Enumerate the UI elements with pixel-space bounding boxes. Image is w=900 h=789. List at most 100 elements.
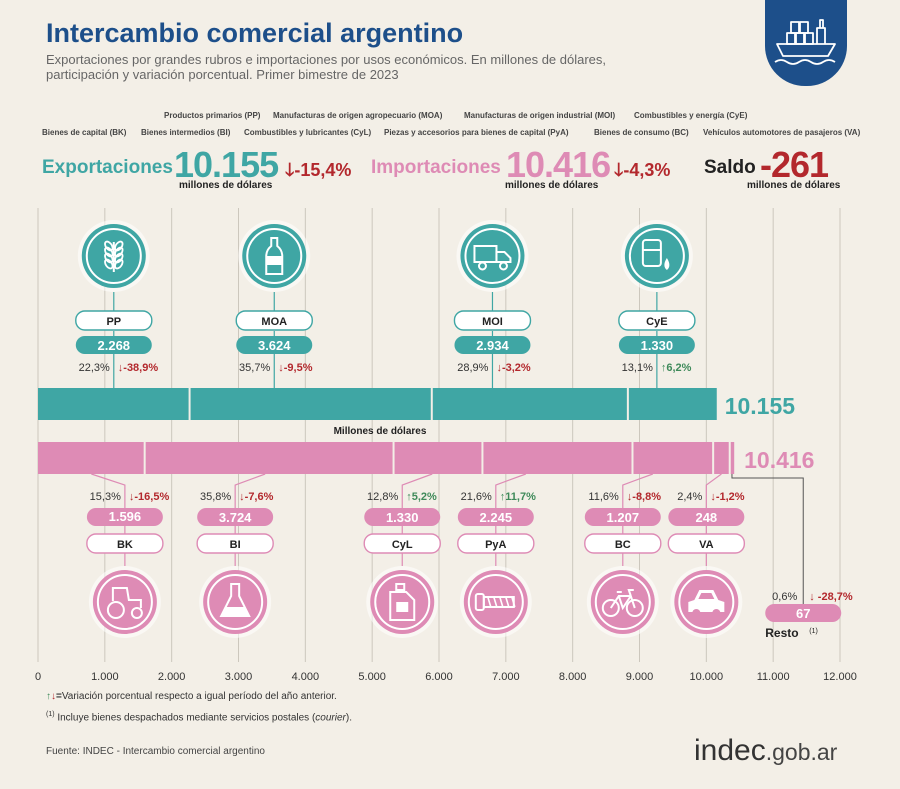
imports-unit: millones de dólares <box>505 180 599 191</box>
export-category-moi: MOI <box>482 316 503 328</box>
icon-circle <box>624 224 689 288</box>
x-tick-label: 8.000 <box>559 671 587 683</box>
legend-moi: Manufacturas de origen industrial (MOI) <box>464 111 616 120</box>
arrow-down-icon: 🡓 <box>614 160 624 180</box>
import-variation: ↑5,2% <box>406 491 437 503</box>
indec-logo: indec.gob.ar <box>694 734 838 767</box>
category-tag <box>363 533 441 554</box>
legend-pp: Productos primarios (PP) <box>164 111 261 120</box>
x-tick-label: 0 <box>35 671 41 683</box>
connector <box>91 473 126 508</box>
balance-unit: millones de dólares <box>747 180 841 191</box>
ship-badge <box>765 0 847 86</box>
axis-label: Millones de dólares <box>334 426 427 437</box>
screw-icon <box>474 593 516 611</box>
x-tick-label: 3.000 <box>225 671 253 683</box>
export-category-pp: PP <box>106 316 121 328</box>
category-tag <box>618 310 696 331</box>
icon-circle <box>92 570 157 634</box>
import-variation: ↓-8,8% <box>627 491 661 503</box>
import-category-bi: BI <box>230 539 241 551</box>
value-pill <box>584 508 661 526</box>
value-pill <box>86 508 163 526</box>
import-bar-bi <box>144 442 394 474</box>
value-pill <box>364 508 441 526</box>
icon-circle-inner <box>628 228 685 284</box>
value-pill <box>454 336 531 354</box>
connector <box>234 473 266 508</box>
legend-cyl: Combustibles y lubricantes (CyL) <box>244 128 372 137</box>
connector <box>495 473 527 508</box>
export-variation: ↓-3,2% <box>496 362 530 374</box>
legend-moa: Manufacturas de origen agropecuario (MOA… <box>273 111 443 120</box>
import-category-bc: BC <box>615 539 631 551</box>
import-category-pya: PyA <box>485 539 506 551</box>
x-tick-label: 5.000 <box>358 671 386 683</box>
import-value-pya: 2.245 <box>480 510 513 525</box>
value-pill <box>618 336 695 354</box>
import-variation: ↓-7,6% <box>239 491 273 503</box>
icon-circle-inner <box>678 574 735 630</box>
import-bar-cyl <box>393 442 483 474</box>
wheat-icon <box>104 240 124 272</box>
import-bar-bc <box>632 442 714 474</box>
legend-va: Vehículos automotores de pasajeros (VA) <box>703 128 861 137</box>
connector <box>622 473 653 508</box>
x-tick-label: 2.000 <box>158 671 186 683</box>
arrow-down-icon: ↓ <box>51 691 56 702</box>
import-category-cyl: CyL <box>392 539 413 551</box>
x-tick-label: 9.000 <box>626 671 654 683</box>
export-value-cye: 1.330 <box>641 338 674 353</box>
category-tag <box>75 310 153 331</box>
category-tag <box>584 533 662 554</box>
export-bar-moa <box>189 388 432 420</box>
icon-circle-inner <box>464 228 521 284</box>
car-icon <box>688 590 725 617</box>
notes: ↑↓=Variación porcentual respecto a igual… <box>46 688 352 727</box>
icon-circle-inner <box>85 228 142 284</box>
exports-label: Exportaciones <box>42 157 173 178</box>
icon-circle-inner <box>374 574 431 630</box>
import-value-bi: 3.724 <box>219 510 252 525</box>
arrows-note: ↑↓=Variación porcentual respecto a igual… <box>46 691 337 702</box>
import-category-resto: Resto <box>765 626 798 640</box>
category-tag <box>86 533 164 554</box>
category-tag <box>235 310 313 331</box>
footnote-marker: (1) <box>809 628 818 635</box>
export-share: 28,9% <box>457 362 488 374</box>
icon-circle-inner <box>96 574 153 630</box>
arrow-up-icon: ↑ <box>46 691 51 702</box>
value-pill <box>75 336 152 354</box>
imports-label: Importaciones <box>371 157 501 178</box>
import-value-bk: 1.596 <box>109 509 142 524</box>
import-variation: ↓-1,2% <box>710 491 744 503</box>
export-category-cye: CyE <box>646 316 667 328</box>
icon-circle-inner <box>207 574 264 630</box>
export-value-pp: 2.268 <box>98 338 131 353</box>
export-category-moa: MOA <box>261 316 287 328</box>
x-tick-label: 1.000 <box>91 671 119 683</box>
connector <box>401 473 433 508</box>
legend-cye: Combustibles y energía (CyE) <box>634 111 748 120</box>
export-share: 13,1% <box>622 362 653 374</box>
export-share: 35,7% <box>239 362 270 374</box>
source-note: Fuente: INDEC - Intercambio comercial ar… <box>46 746 265 757</box>
import-share: 2,4% <box>677 491 702 503</box>
balance-value: -261 <box>760 144 829 185</box>
x-tick-label: 6.000 <box>425 671 453 683</box>
icon-circle <box>590 570 655 634</box>
import-variation: ↓ -28,7% <box>809 591 853 603</box>
import-share: 35,8% <box>200 491 231 503</box>
exports-bar-total: 10.155 <box>725 393 796 419</box>
value-pill <box>197 508 274 526</box>
export-value-moa: 3.624 <box>258 338 291 353</box>
value-pill <box>236 336 313 354</box>
tractor-icon <box>106 587 143 619</box>
export-variation: ↓-9,5% <box>278 362 312 374</box>
imports-bar-total: 10.416 <box>744 447 814 473</box>
x-tick-label: 4.000 <box>292 671 320 683</box>
import-variation: ↑11,7% <box>500 491 536 503</box>
icon-circle-inner <box>246 228 303 284</box>
cargo-ship-icon <box>774 19 836 65</box>
